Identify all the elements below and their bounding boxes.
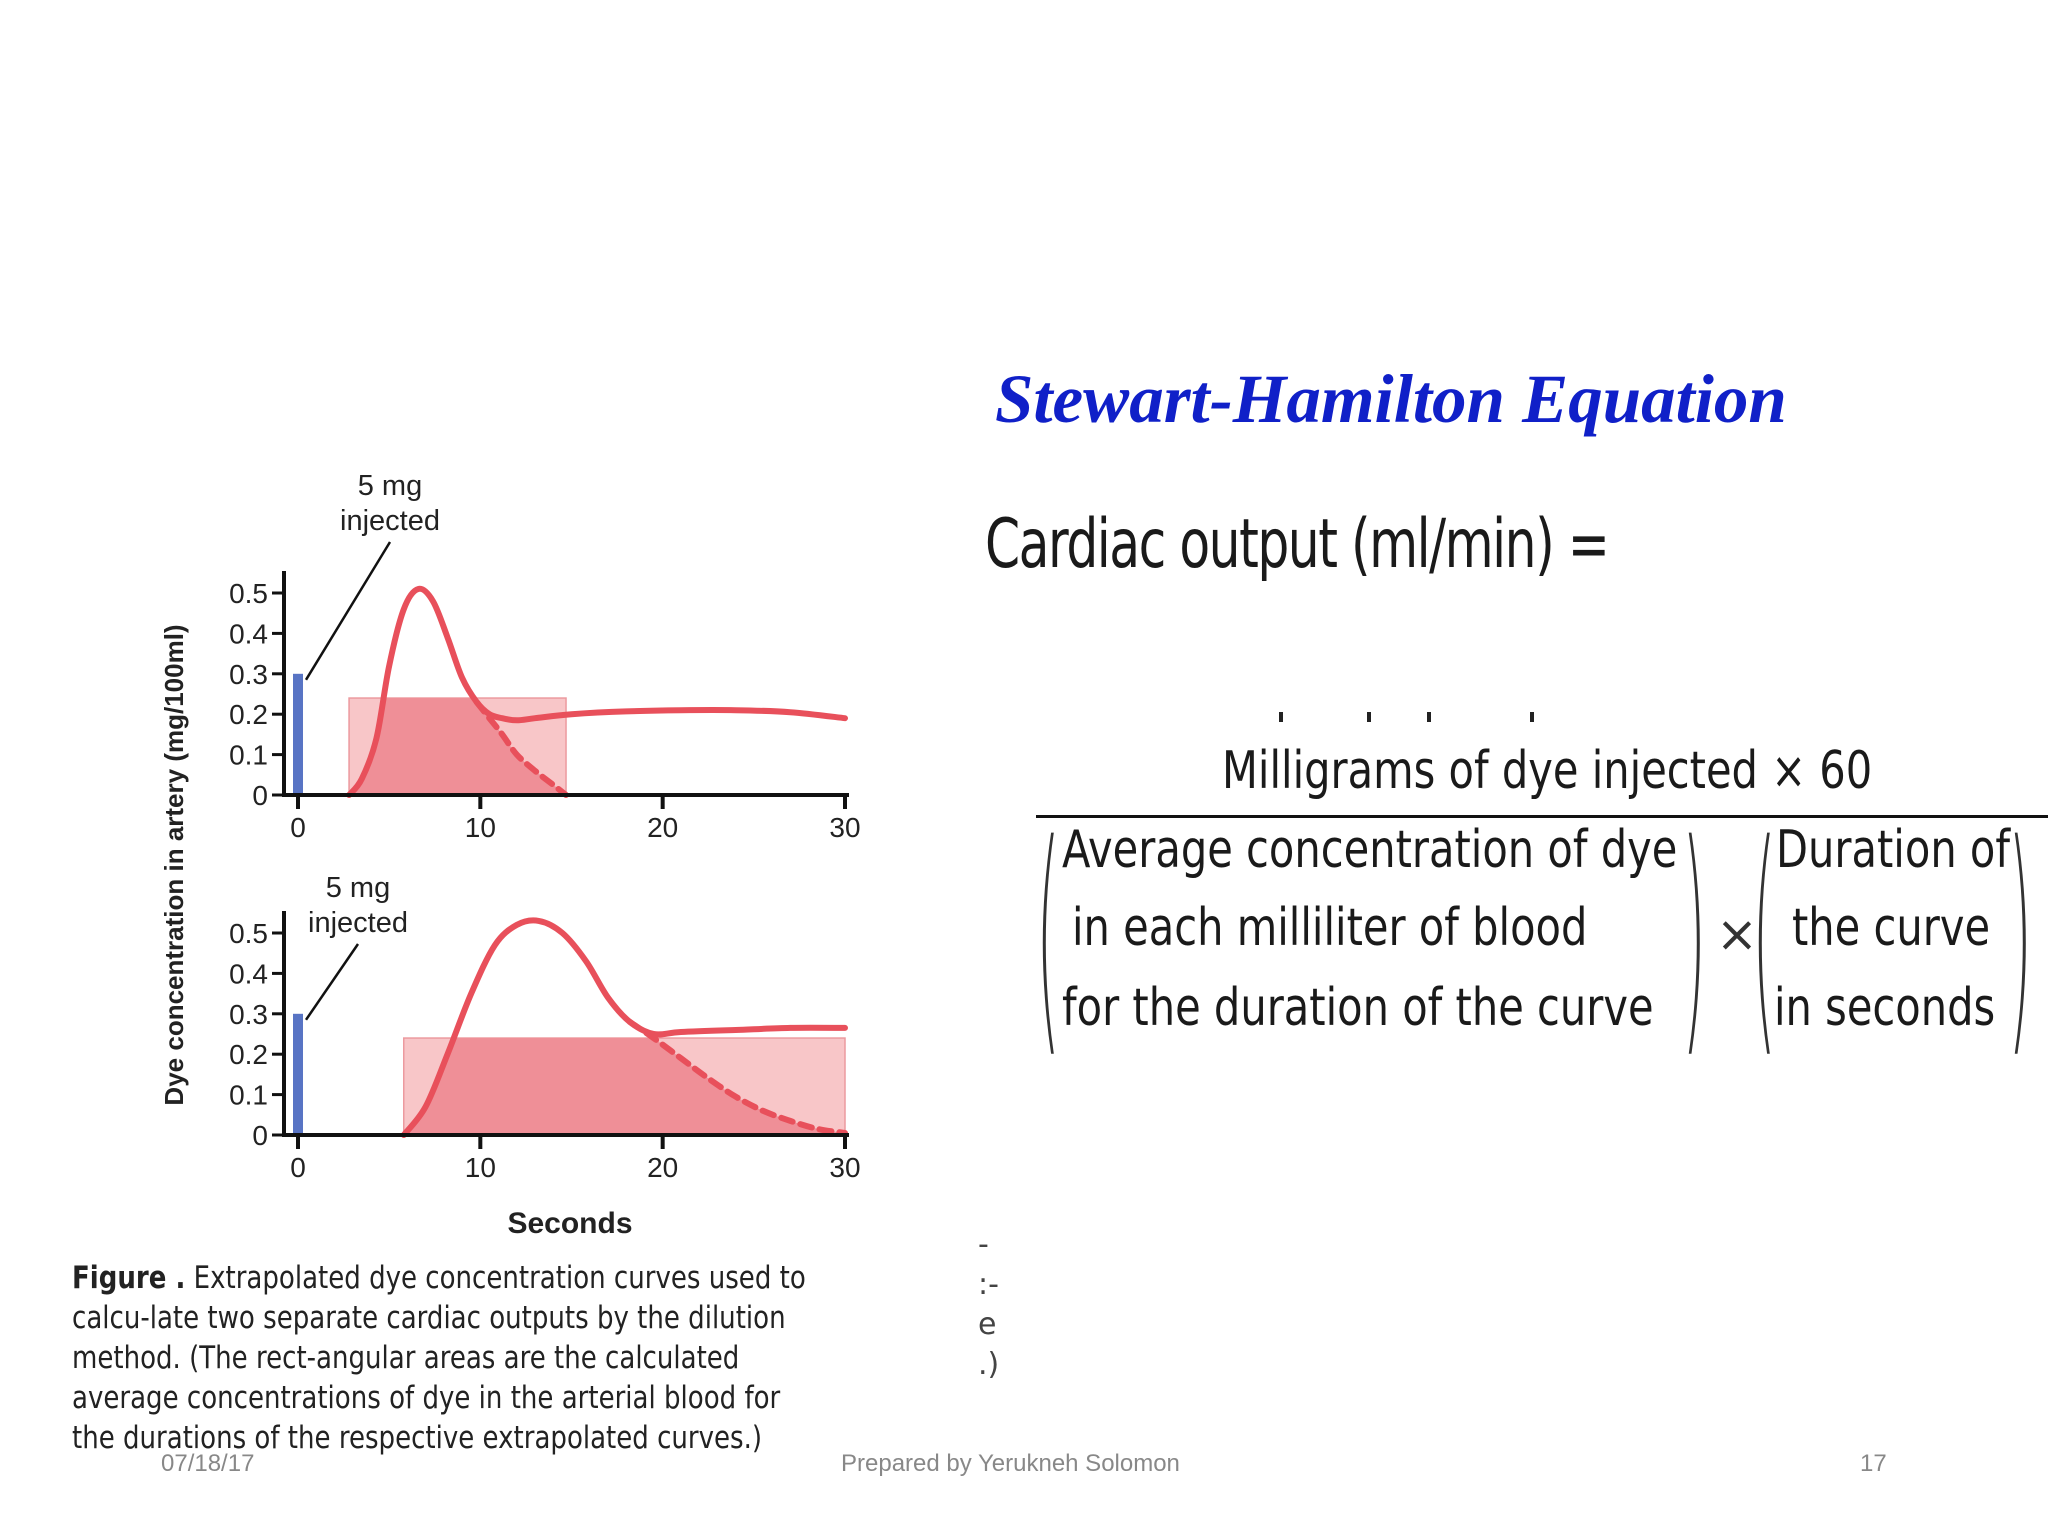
area-under-curve [349,698,566,795]
denominator-right-line-2: the curve [1792,898,1991,958]
y-tick-label: 0.1 [229,740,268,771]
figure-caption: Figure . Extrapolated dye concentration … [72,1258,828,1458]
injection-bar [293,673,303,795]
y-tick-label: 0 [252,780,268,811]
denominator-left-line-1: Average concentration of dye [1062,820,1678,880]
denominator-right-line-3: in seconds [1774,978,1996,1038]
extrapolated-curve [626,1018,848,1136]
injection-leader-line [304,943,360,1021]
denominator-left-line-2: in each milliliter of blood [1072,898,1588,958]
right-paren-2: ) [2008,792,2033,1080]
x-tick-label: 10 [465,812,496,843]
caption-text: Extrapolated dye concentration curves us… [72,1260,806,1456]
multiply-sign: × [1716,905,1758,963]
dye-concentration-curve [346,585,848,798]
dye-dilution-chart: Dye concentration in artery (mg/100ml) 0… [159,470,861,1240]
injection-bar [293,1013,303,1135]
x-tick-label: 20 [647,1152,678,1183]
extrapolated-curve [473,699,569,798]
right-paren: ) [1682,792,1707,1080]
left-paren: ( [1036,792,1061,1080]
x-tick-label: 0 [290,1152,306,1183]
cropped-text-fragment: - :- e .) [978,1225,999,1385]
fragment-line: e [978,1307,997,1342]
fragment-line: :- [978,1267,999,1302]
y-tick-label: 0.5 [229,918,268,949]
equation-numerator: Milligrams of dye injected × 60 [1222,741,1873,801]
x-tick-label: 0 [290,812,306,843]
slide-title: Stewart-Hamilton Equation [995,361,1787,437]
y-tick-label: 0.5 [229,578,268,609]
stray-marks [1275,712,1545,722]
x-tick-label: 20 [647,812,678,843]
x-axis-label: Seconds [507,1207,632,1240]
fragment-line: - [978,1227,989,1262]
denominator-left-line-3: for the duration of the curve [1062,978,1654,1038]
caption-lead: Figure . [72,1260,186,1296]
y-tick-label: 0.2 [229,1039,268,1070]
area-under-curve [403,1038,845,1135]
footer-date: 07/18/17 [161,1450,255,1477]
dye-concentration-curve [400,917,848,1138]
left-paren-2: ( [1752,792,1777,1080]
footer-page-number: 17 [1860,1450,1887,1477]
y-axis-label: Dye concentration in artery (mg/100ml) [159,624,189,1105]
injection-label-line-2: injected [308,907,408,939]
fraction-bar [1036,815,2048,818]
x-tick-label: 10 [465,1152,496,1183]
y-tick-label: 0.3 [229,999,268,1030]
denominator-right-line-1: Duration of [1776,820,2010,880]
equation-lhs: Cardiac output (ml/min) = [985,505,1610,584]
fragment-line: .) [978,1347,1000,1382]
y-tick-label: 0.1 [229,1080,268,1111]
y-tick-label: 0.2 [229,699,268,730]
x-tick-label: 30 [829,812,860,843]
injection-label-line-2: injected [340,505,440,537]
injection-leader-line [304,541,392,681]
y-tick-label: 0.3 [229,659,268,690]
footer-author: Prepared by Yerukneh Solomon [841,1450,1180,1477]
y-tick-label: 0.4 [229,958,268,989]
injection-label-line-1: 5 mg [326,872,390,904]
injection-label-line-1: 5 mg [358,470,422,502]
x-tick-label: 30 [829,1152,860,1183]
y-tick-label: 0.4 [229,618,268,649]
y-tick-label: 0 [252,1120,268,1151]
